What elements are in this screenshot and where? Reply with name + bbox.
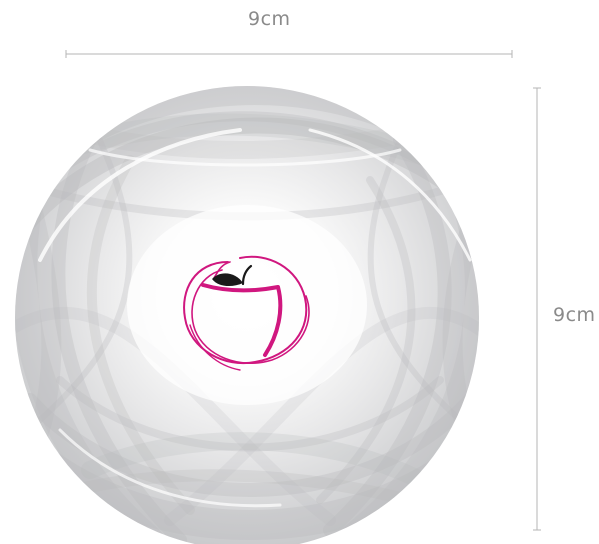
height-dimension-line: [533, 87, 541, 531]
width-dimension-line: [65, 50, 513, 58]
leaf-icon: [212, 273, 243, 287]
width-label: 9cm: [248, 8, 291, 30]
stem-icon: [241, 264, 253, 286]
coaster-disc: [15, 86, 479, 544]
height-label: 9cm: [553, 304, 596, 326]
